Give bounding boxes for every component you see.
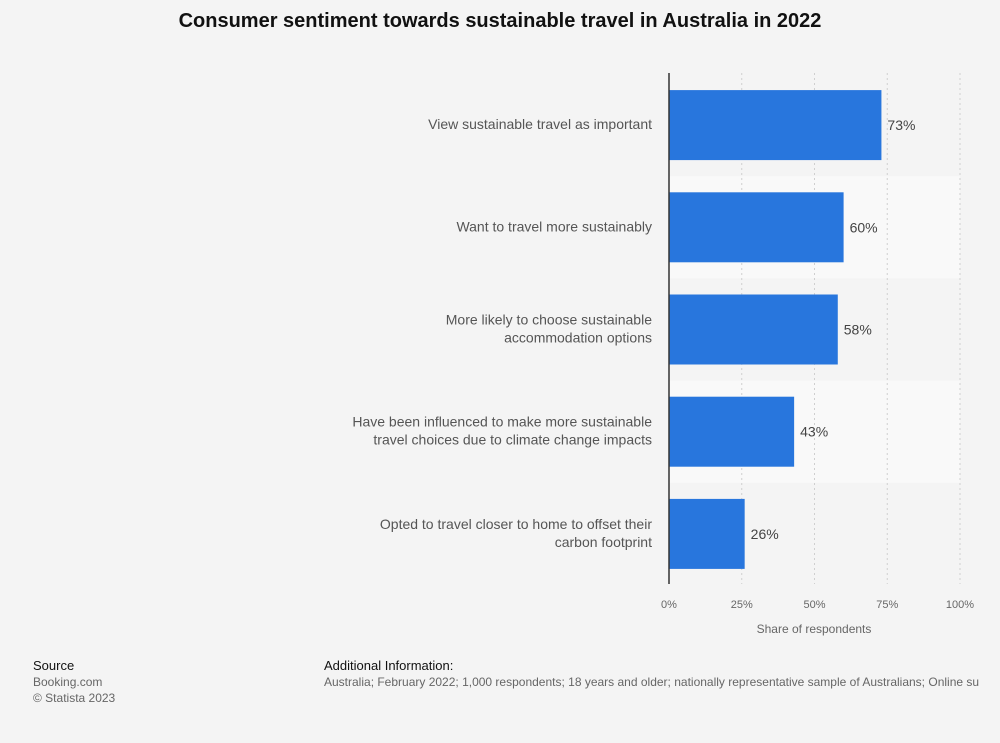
x-tick-label: 25% [731,599,753,611]
bar [669,90,882,161]
bar [669,192,844,263]
category-label: View sustainable travel as important [428,116,652,132]
data-label: 43% [800,424,828,440]
category-label: Want to travel more sustainably [456,218,652,234]
additional-info-text: Australia; February 2022; 1,000 responde… [324,675,980,689]
source-name[interactable]: Booking.com [33,675,103,689]
additional-info-block: Additional Information: Australia; Febru… [324,658,1000,690]
data-label: 58% [844,322,872,338]
category-label: accommodation options [504,330,652,346]
category-label: carbon footprint [555,534,652,550]
x-tick-label: 0% [661,599,677,611]
bar [669,396,795,467]
data-label: 26% [751,526,779,542]
source-block: Source Booking.com © Statista 2023 [33,658,115,706]
category-label: Have been influenced to make more sustai… [352,414,652,430]
data-label: 60% [850,219,878,235]
x-axis-title: Share of respondents [757,622,872,636]
x-tick-label: 50% [803,599,825,611]
bar [669,498,745,569]
chart-title: Consumer sentiment towards sustainable t… [178,10,822,32]
additional-info-heading: Additional Information: [324,658,454,673]
data-label: 73% [887,117,915,133]
bar-chart: 73% View sustainable travel as important 6… [352,73,974,636]
bar [669,294,838,365]
x-tick-label: 100% [946,599,974,611]
category-label: Opted to travel closer to home to offset… [380,516,652,532]
x-tick-label: 75% [876,599,898,611]
copyright: © Statista 2023 [33,691,116,705]
source-heading: Source [33,658,75,673]
category-label: travel choices due to climate change imp… [373,432,652,448]
category-label: More likely to choose sustainable [446,312,652,328]
